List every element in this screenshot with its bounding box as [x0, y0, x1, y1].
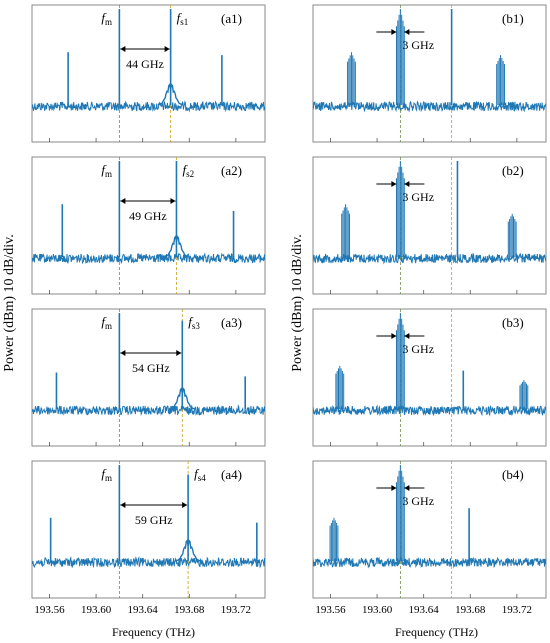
arrow-head-left	[120, 502, 126, 508]
fs-label: fs2	[182, 162, 194, 179]
panel-label: (a1)	[221, 11, 242, 26]
noise-floor-trace	[313, 404, 546, 417]
trace-group	[313, 5, 546, 142]
x-tick-label: 193.68	[455, 604, 486, 616]
x-tick-label: 193.64	[409, 604, 440, 616]
panel-frame	[312, 156, 547, 295]
comb-arrow-head-left	[391, 181, 397, 187]
trace-group	[32, 5, 265, 142]
spacing-label: 44 GHz	[126, 57, 164, 71]
fs-label-sub: s1	[180, 17, 188, 27]
x-tick-label: 193.68	[174, 604, 205, 616]
panel-b4: (b4) 3 GHz 193.56 193.60 193.64 193.68 193.72	[312, 460, 547, 616]
fs-label: fs1	[177, 10, 189, 27]
arrow-head-right	[164, 46, 170, 52]
x-tick-label: 193.56	[315, 604, 346, 616]
signal-broadening	[163, 235, 190, 258]
comb-arrow-head-left	[391, 29, 397, 35]
noise-floor-trace	[313, 252, 546, 265]
fm-label: fm	[101, 466, 112, 483]
panel-frame	[312, 460, 547, 599]
spacing-label: 49 GHz	[129, 209, 167, 223]
comb-arrow-head-right	[404, 333, 410, 339]
comb-arrow-head-left	[391, 333, 397, 339]
x-axis-label-left: Frequency (THz)	[112, 625, 195, 639]
x-tick-label: 193.60	[81, 604, 112, 616]
x-tick-label: 193.64	[128, 604, 159, 616]
y-axis-label-right: Power (dBm) 10 dB/div.	[290, 234, 305, 372]
fm-label-sub: m	[105, 321, 112, 331]
x-tick-label: 193.72	[502, 604, 532, 616]
trace-group	[313, 461, 546, 598]
panel-label: (b3)	[502, 315, 524, 330]
panel-b2: (b2) 3 GHz	[312, 156, 547, 295]
panel-frame	[31, 460, 266, 599]
noise-floor-trace	[313, 100, 546, 113]
panel-frame	[31, 4, 266, 143]
comb-arrow-head-left	[391, 485, 397, 491]
trace-group	[313, 309, 546, 446]
fs-label-sub: s3	[192, 321, 201, 331]
arrow-head-left	[120, 350, 126, 356]
trace-group	[32, 157, 265, 294]
panel-label: (a4)	[221, 467, 242, 482]
trace-group	[32, 461, 265, 598]
panel-b3: (b3) 3 GHz	[312, 308, 547, 447]
panel-b1: (b1) 3 GHz	[312, 4, 547, 143]
panel-label: (b1)	[502, 11, 524, 26]
fm-label-sub: m	[105, 169, 112, 179]
signal-broadening	[175, 539, 201, 562]
arrow-head-right	[176, 350, 182, 356]
x-axis-label-right: Frequency (THz)	[395, 625, 478, 639]
comb-arrow-head-right	[404, 485, 410, 491]
comb-arrow-head-right	[404, 29, 410, 35]
fs-label-sub: s4	[198, 473, 207, 483]
x-tick-label: 193.60	[362, 604, 393, 616]
arrow-head-right	[170, 198, 176, 204]
noise-floor-trace	[32, 404, 265, 416]
arrow-head-left	[120, 198, 126, 204]
comb-spacing-label: 3 GHz	[402, 38, 434, 52]
comb-spacing-label: 3 GHz	[402, 342, 434, 356]
panel-frame	[31, 308, 266, 447]
signal-broadening	[157, 83, 184, 106]
fm-label-sub: m	[105, 17, 112, 27]
panel-label: (a3)	[221, 315, 242, 330]
fs-label-sub: s2	[186, 169, 194, 179]
panel-label: (a2)	[221, 163, 242, 178]
panel-frame	[312, 308, 547, 447]
fm-label: fm	[101, 162, 112, 179]
panel-frame	[31, 156, 266, 295]
fm-label: fm	[101, 10, 112, 27]
x-tick-label: 193.56	[34, 604, 65, 616]
comb-spacing-label: 3 GHz	[402, 190, 434, 204]
spacing-label: 59 GHz	[135, 513, 173, 527]
arrow-head-left	[120, 46, 126, 52]
fm-label: fm	[101, 314, 112, 331]
trace-group	[32, 309, 265, 446]
signal-broadening	[169, 387, 195, 410]
spacing-label: 54 GHz	[132, 361, 170, 375]
y-axis-label-left: Power (dBm) 10 dB/div.	[2, 234, 17, 372]
trace-group	[313, 157, 546, 294]
fm-label-sub: m	[105, 473, 112, 483]
arrow-head-right	[182, 502, 188, 508]
panel-label: (b2)	[502, 163, 524, 178]
noise-floor-trace	[32, 100, 265, 113]
noise-floor-trace	[32, 252, 265, 265]
panel-label: (b4)	[502, 467, 524, 482]
comb-arrow-head-right	[404, 181, 410, 187]
comb-spacing-label: 3 GHz	[402, 494, 434, 508]
x-tick-label: 193.72	[221, 604, 251, 616]
panel-a1: (a1) 44 GHz fm fs1	[31, 4, 266, 143]
noise-floor-trace	[32, 556, 265, 569]
noise-floor-trace	[313, 556, 546, 569]
panel-a2: (a2) 49 GHz fm fs2	[31, 156, 266, 295]
